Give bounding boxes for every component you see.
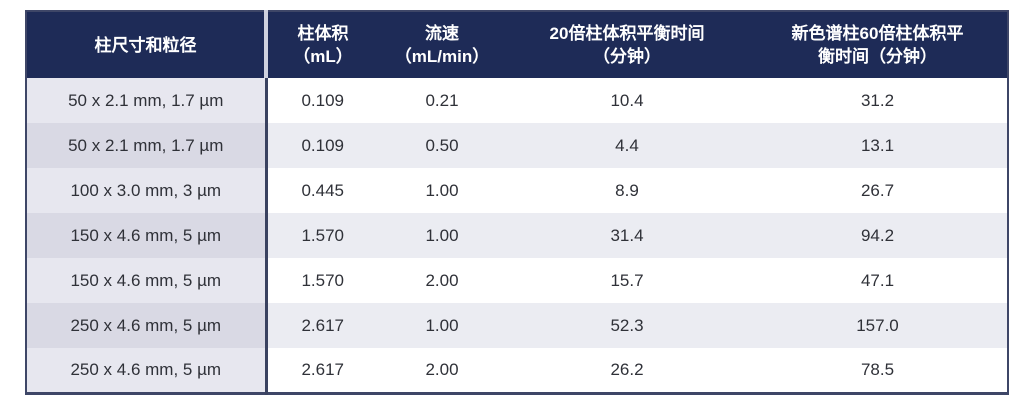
cell-60x-time: 94.2	[748, 213, 1008, 258]
cell-column-volume: 1.570	[266, 213, 378, 258]
cell-20x-time: 31.4	[506, 213, 748, 258]
cell-20x-time: 26.2	[506, 348, 748, 393]
cell-60x-time: 157.0	[748, 303, 1008, 348]
cell-column-size: 50 x 2.1 mm, 1.7 µm	[26, 123, 268, 168]
cell-column-size: 150 x 4.6 mm, 5 µm	[26, 213, 268, 258]
table-row: 50 x 2.1 mm, 1.7 µm 0.109 0.50 4.4 13.1	[26, 123, 1008, 168]
cell-20x-time: 4.4	[506, 123, 748, 168]
cell-20x-time: 8.9	[506, 168, 748, 213]
column-header-60x-equilibration-time: 新色谱柱60倍柱体积平 衡时间（分钟）	[748, 11, 1008, 78]
cell-column-volume: 2.617	[266, 303, 378, 348]
cell-20x-time: 10.4	[506, 78, 748, 123]
cell-column-size: 50 x 2.1 mm, 1.7 µm	[26, 78, 268, 123]
cell-60x-time: 26.7	[748, 168, 1008, 213]
cell-column-volume: 0.109	[266, 123, 378, 168]
cell-flow-rate: 1.00	[378, 168, 506, 213]
table-row: 150 x 4.6 mm, 5 µm 1.570 2.00 15.7 47.1	[26, 258, 1008, 303]
table-row: 100 x 3.0 mm, 3 µm 0.445 1.00 8.9 26.7	[26, 168, 1008, 213]
cell-flow-rate: 2.00	[378, 258, 506, 303]
cell-column-size: 250 x 4.6 mm, 5 µm	[26, 303, 268, 348]
column-header-20x-equilibration-time: 20倍柱体积平衡时间 （分钟）	[506, 11, 748, 78]
cell-60x-time: 78.5	[748, 348, 1008, 393]
cell-60x-time: 13.1	[748, 123, 1008, 168]
cell-column-volume: 0.445	[266, 168, 378, 213]
table-row: 250 x 4.6 mm, 5 µm 2.617 2.00 26.2 78.5	[26, 348, 1008, 393]
cell-flow-rate: 1.00	[378, 213, 506, 258]
cell-flow-rate: 0.21	[378, 78, 506, 123]
column-header-column-size: 柱尺寸和粒径	[26, 11, 268, 78]
equilibration-time-table: 柱尺寸和粒径 柱体积 （mL） 流速 （mL/min） 20倍柱体积平衡时间 （…	[25, 10, 1009, 395]
table-row: 250 x 4.6 mm, 5 µm 2.617 1.00 52.3 157.0	[26, 303, 1008, 348]
cell-flow-rate: 2.00	[378, 348, 506, 393]
cell-column-size: 250 x 4.6 mm, 5 µm	[26, 348, 268, 393]
cell-column-volume: 2.617	[266, 348, 378, 393]
table-row: 150 x 4.6 mm, 5 µm 1.570 1.00 31.4 94.2	[26, 213, 1008, 258]
cell-column-size: 150 x 4.6 mm, 5 µm	[26, 258, 268, 303]
cell-60x-time: 47.1	[748, 258, 1008, 303]
cell-column-volume: 1.570	[266, 258, 378, 303]
cell-flow-rate: 0.50	[378, 123, 506, 168]
cell-20x-time: 52.3	[506, 303, 748, 348]
cell-flow-rate: 1.00	[378, 303, 506, 348]
cell-20x-time: 15.7	[506, 258, 748, 303]
table-header-row: 柱尺寸和粒径 柱体积 （mL） 流速 （mL/min） 20倍柱体积平衡时间 （…	[26, 11, 1008, 78]
column-header-column-volume: 柱体积 （mL）	[266, 11, 378, 78]
cell-column-size: 100 x 3.0 mm, 3 µm	[26, 168, 268, 213]
column-header-flow-rate: 流速 （mL/min）	[378, 11, 506, 78]
table-row: 50 x 2.1 mm, 1.7 µm 0.109 0.21 10.4 31.2	[26, 78, 1008, 123]
cell-60x-time: 31.2	[748, 78, 1008, 123]
cell-column-volume: 0.109	[266, 78, 378, 123]
equilibration-time-table-container: 柱尺寸和粒径 柱体积 （mL） 流速 （mL/min） 20倍柱体积平衡时间 （…	[25, 10, 1009, 395]
